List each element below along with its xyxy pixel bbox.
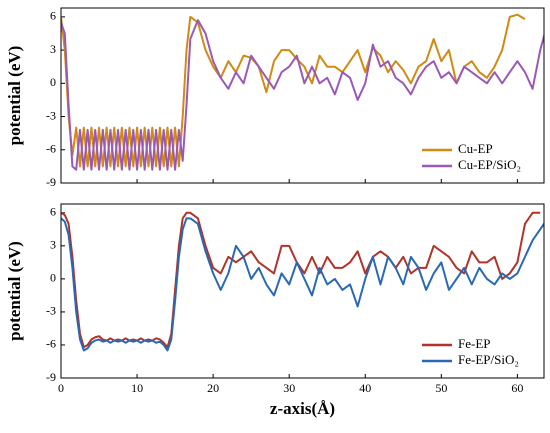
plot-frame xyxy=(60,203,545,379)
y-tick-label: -6 xyxy=(46,337,56,351)
legend-label: Fe-EP xyxy=(458,336,491,351)
y-tick-label: 3 xyxy=(50,238,56,252)
y-tick-label: 3 xyxy=(50,42,56,56)
series-line xyxy=(61,211,541,349)
x-axis-label: z-axis(Å) xyxy=(270,399,335,418)
legend-label: Cu-EP xyxy=(458,141,493,156)
x-tick-label: 50 xyxy=(435,381,447,395)
x-tick-label: 20 xyxy=(207,381,219,395)
plot-frame xyxy=(60,7,545,184)
y-tick-label: -9 xyxy=(46,175,56,189)
y-tick-label: 6 xyxy=(50,9,56,23)
y-axis-label: potential (eV) xyxy=(5,241,24,341)
series-line xyxy=(61,217,544,352)
x-tick-label: 0 xyxy=(58,381,64,395)
y-axis-label: potential (eV) xyxy=(5,46,24,146)
x-tick-label: 60 xyxy=(511,381,523,395)
legend-label: Cu-EP/SiO₂ xyxy=(458,157,521,172)
y-tick-label: -9 xyxy=(46,370,56,384)
y-tick-label: 6 xyxy=(50,205,56,219)
x-tick-label: 30 xyxy=(283,381,295,395)
y-tick-label: -3 xyxy=(46,304,56,318)
y-tick-label: 0 xyxy=(50,271,56,285)
x-tick-label: 10 xyxy=(131,381,143,395)
x-tick-label: 40 xyxy=(359,381,371,395)
y-tick-label: -6 xyxy=(46,142,56,156)
legend-label: Fe-EP/SiO₂ xyxy=(458,352,519,367)
y-tick-label: -3 xyxy=(46,108,56,122)
y-tick-label: 0 xyxy=(50,75,56,89)
series-line xyxy=(61,13,526,168)
series-line xyxy=(61,19,544,171)
